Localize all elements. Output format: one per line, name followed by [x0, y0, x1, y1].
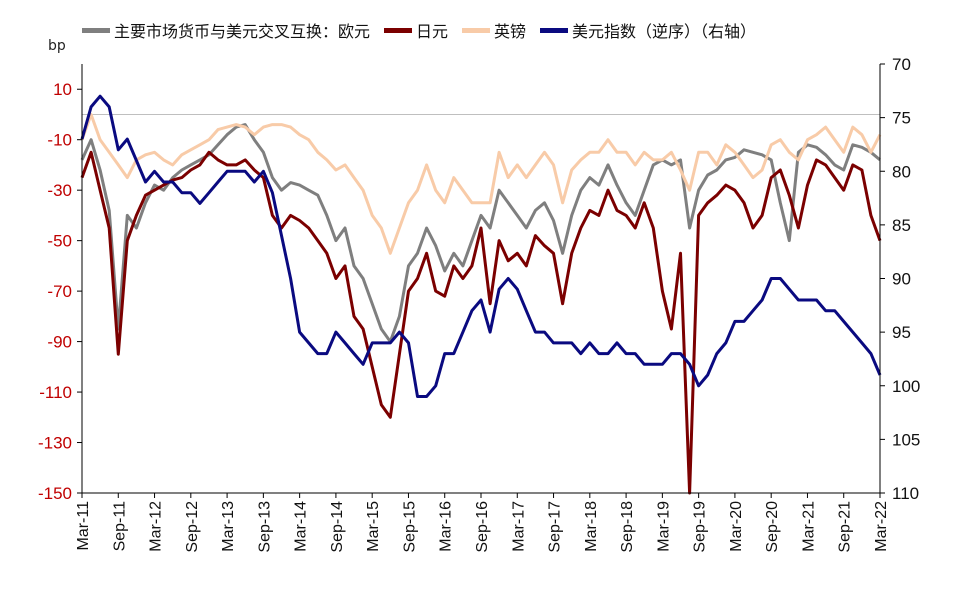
legend-swatch-jpy: [384, 27, 413, 33]
legend-label-jpy: 日元: [416, 22, 449, 41]
x-tick-label: Mar-13: [220, 501, 237, 552]
legend-label-dxy: 美元指数（逆序）（右轴）: [572, 22, 757, 41]
left-tick-label: -70: [47, 282, 72, 301]
x-axis-ticks: Mar-11 Sep-11 Mar-12 Sep-12 Mar-13 Sep-13 Mar-…: [75, 493, 890, 553]
series-line-eur: [80, 123, 881, 344]
legend-item-dxy: 美元指数（逆序）（右轴）: [540, 18, 756, 42]
series-line-jpy: [80, 150, 882, 495]
right-tick-label: 75: [892, 109, 911, 128]
left-tick-label: 10: [53, 80, 72, 99]
x-tick-label: Mar-18: [583, 501, 600, 552]
x-tick-label: Sep-15: [401, 501, 418, 553]
legend-swatch-gbp: [462, 27, 491, 33]
left-tick-label: -30: [47, 181, 72, 200]
x-tick-label: Mar-15: [365, 501, 382, 552]
left-tick-label: -10: [47, 131, 72, 150]
left-tick-label: -90: [47, 333, 72, 352]
x-tick-label: Sep-19: [692, 501, 709, 553]
x-tick-label: Mar-20: [728, 501, 745, 552]
legend-item-eur: 主要市场货币与美元交叉互换：欧元: [82, 18, 370, 42]
x-tick-label: Sep-12: [184, 501, 201, 553]
x-tick-label: Mar-11: [75, 501, 92, 551]
legend: 主要市场货币与美元交叉互换：欧元 日元 英镑 美元指数（逆序）（右轴）: [82, 18, 770, 42]
x-tick-label: Sep-18: [619, 501, 636, 553]
x-tick-label: Sep-14: [329, 501, 346, 553]
x-tick-label: Sep-11: [111, 501, 128, 552]
series-group: [80, 94, 882, 495]
left-tick-label: -130: [38, 434, 72, 453]
right-tick-label: 90: [892, 270, 911, 289]
right-tick-label: 100: [892, 377, 920, 396]
legend-swatch-eur: [82, 27, 110, 33]
right-tick-label: 110: [892, 484, 919, 503]
x-tick-label: Mar-14: [293, 501, 310, 552]
legend-swatch-dxy: [540, 27, 569, 33]
x-tick-label: Mar-19: [655, 501, 672, 552]
x-tick-label: Mar-22: [873, 501, 890, 552]
x-tick-label: Mar-17: [510, 501, 527, 552]
x-tick-label: Sep-21: [837, 501, 854, 553]
series-line-dxy: [80, 94, 882, 398]
legend-label-gbp: 英镑: [494, 22, 527, 41]
right-tick-label: 85: [892, 216, 911, 235]
legend-item-jpy: 日元: [384, 18, 448, 42]
axes-group: [81, 64, 881, 494]
x-tick-label: Sep-13: [256, 501, 273, 553]
right-tick-label: 80: [892, 162, 911, 181]
series-line-gbp: [80, 113, 882, 255]
legend-label-eur: 主要市场货币与美元交叉互换：欧元: [114, 22, 371, 41]
x-tick-label: Sep-20: [764, 501, 781, 553]
right-tick-label: 70: [892, 55, 911, 74]
left-tick-label: -110: [39, 383, 72, 402]
x-tick-label: Sep-17: [547, 501, 564, 553]
right-tick-label: 105: [892, 430, 920, 449]
legend-item-gbp: 英镑: [462, 18, 526, 42]
x-tick-label: Mar-12: [148, 501, 165, 552]
left-tick-label: -150: [38, 484, 72, 503]
right-axis-ticks: 70 75 80 85 90 95 100 105 110: [880, 55, 920, 503]
left-tick-label: -50: [47, 232, 72, 251]
x-tick-label: Sep-16: [474, 501, 491, 553]
x-tick-label: Mar-21: [800, 501, 817, 552]
left-axis-unit: bp: [48, 38, 66, 54]
x-tick-label: Mar-16: [438, 501, 455, 552]
left-axis-ticks: 10 -10 -30 -50 -70 -90 -110 -130 -150: [38, 80, 82, 503]
right-tick-label: 95: [892, 323, 911, 342]
